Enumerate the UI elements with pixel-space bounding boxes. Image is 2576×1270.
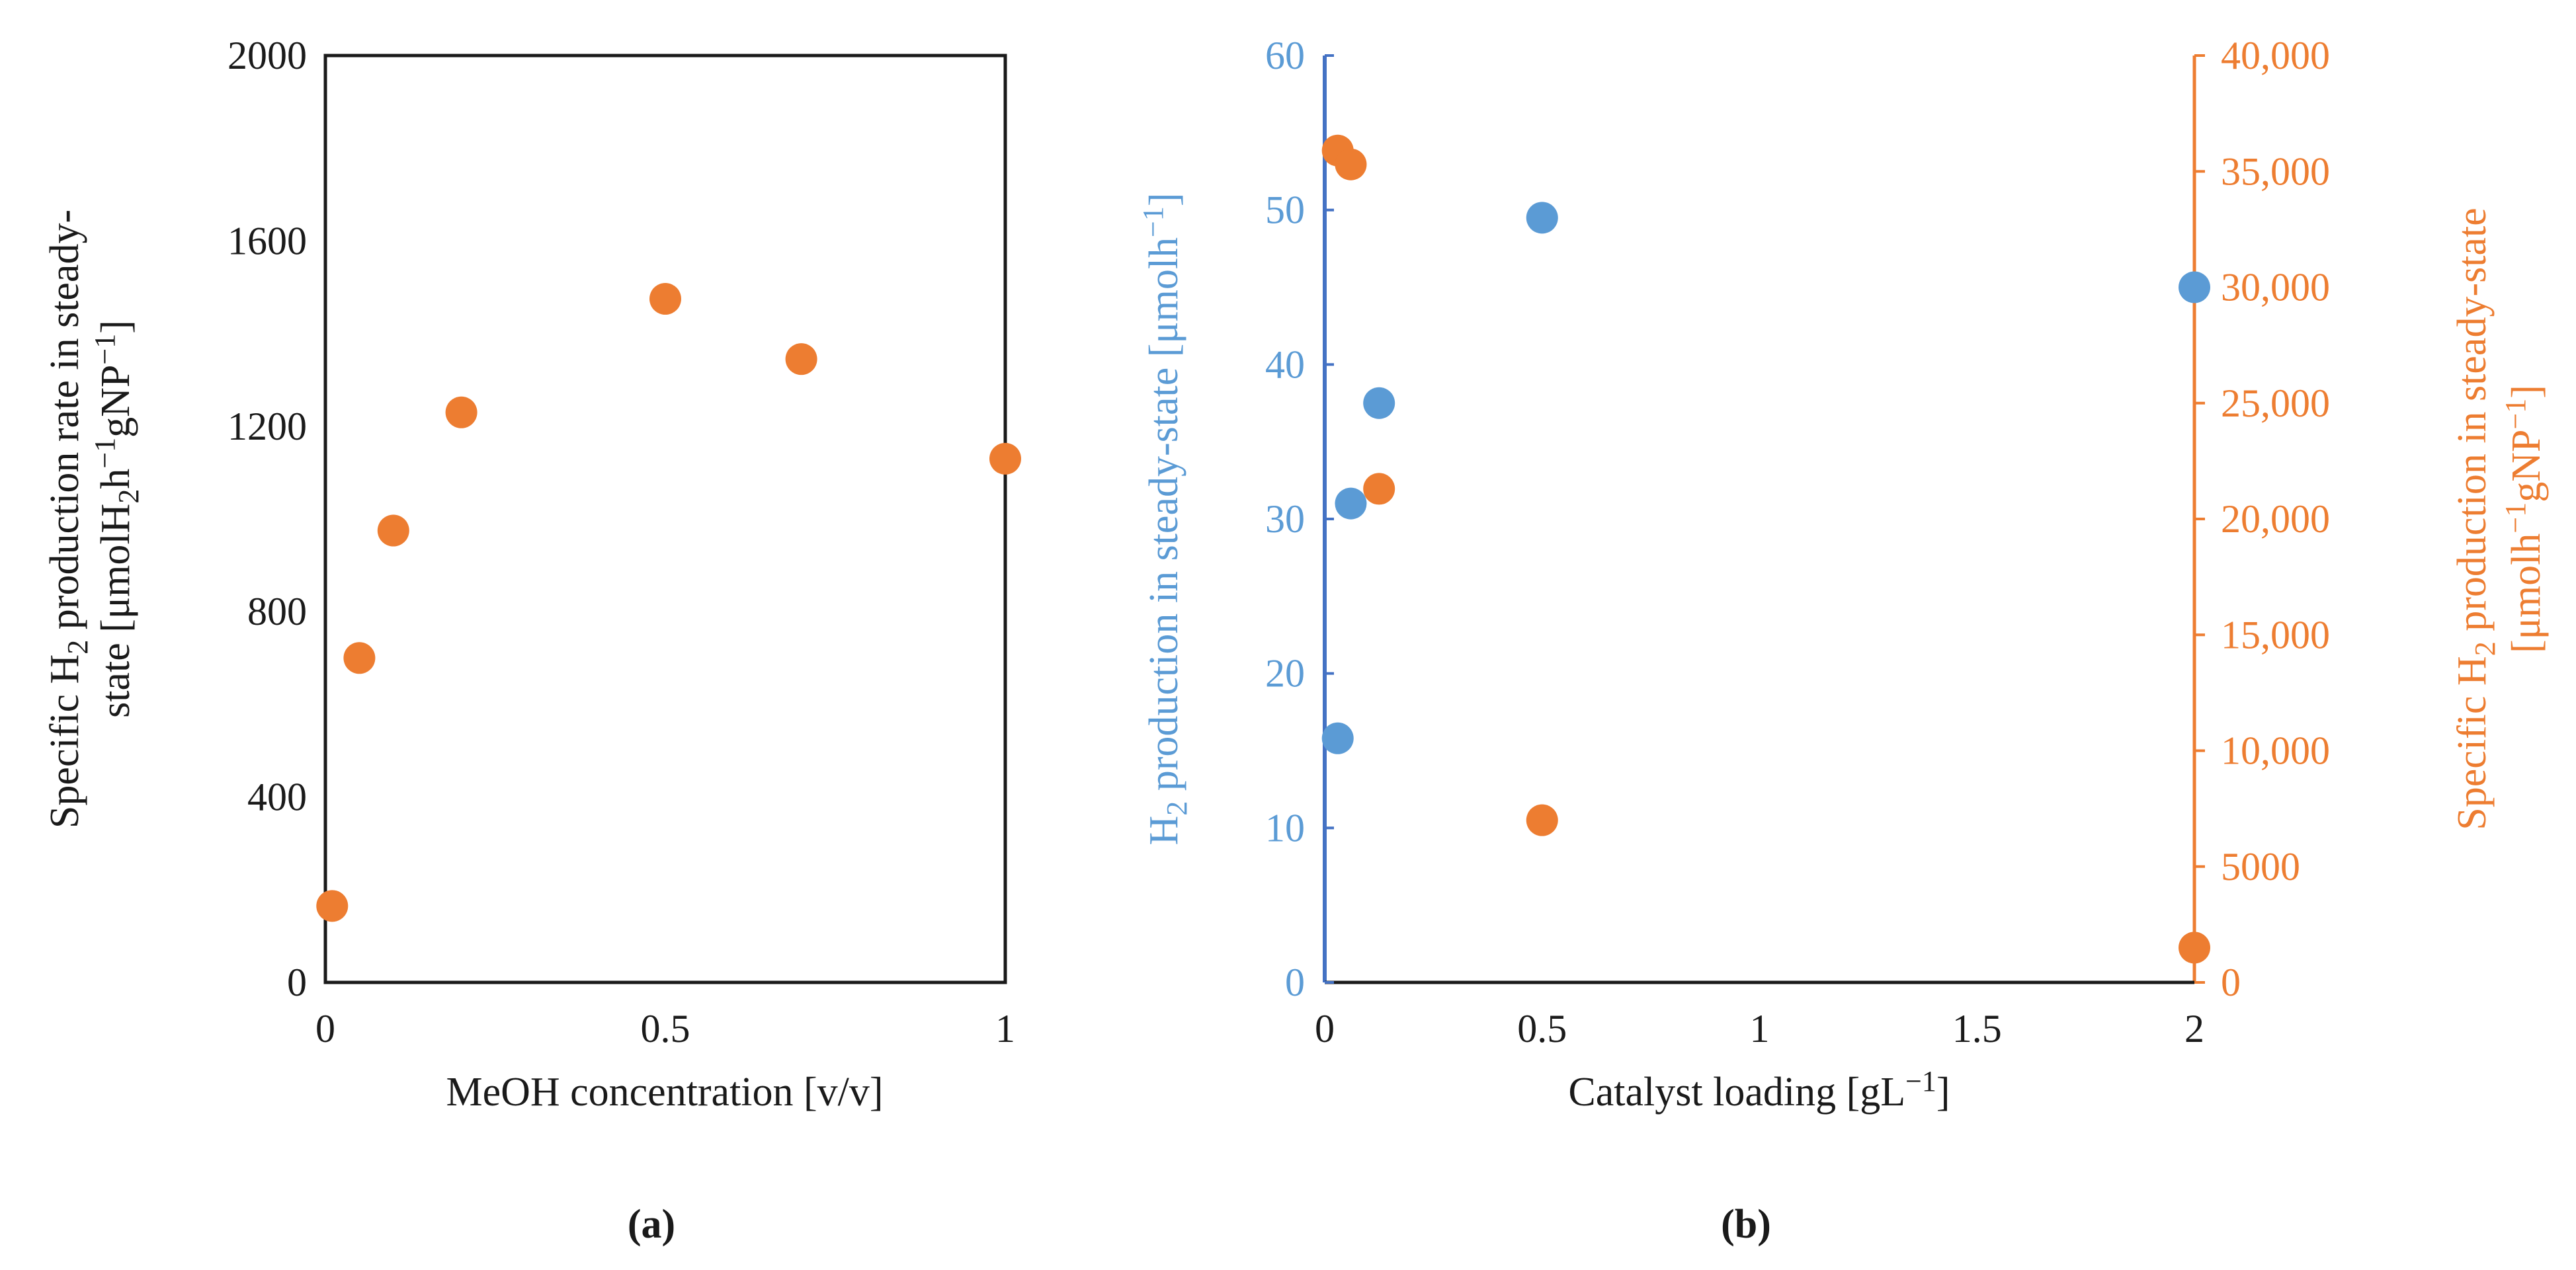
panel-b-right-y-tick-label: 35,000 (2221, 149, 2330, 193)
panel-b-left-y-tick-label: 20 (1265, 652, 1305, 695)
panel-b-orange-data-point (1335, 148, 1367, 180)
panel-a-x-tick-label: 0.5 (641, 1007, 690, 1051)
panel-a-y-tick-label: 1600 (228, 219, 307, 262)
panel-a-x-tick-label: 0 (315, 1007, 335, 1051)
panel-b-right-y-axis-title-line1: Specific H2 production in steady-state (2450, 208, 2501, 830)
panel-a-data-point (377, 514, 409, 547)
panel-b-x-tick-label: 1 (1750, 1007, 1770, 1051)
panel-b-orange-data-point (1363, 473, 1395, 505)
panel-b-right-y-tick-label: 15,000 (2221, 613, 2330, 656)
panel-a-x-tick-labels: 0 0.5 1 (315, 1007, 1015, 1051)
panel-b-right-y-tick-label: 10,000 (2221, 729, 2330, 773)
panel-b-left-y-tick-label: 60 (1265, 34, 1305, 77)
panel-b-x-tick-labels: 0 0.5 1 1.5 2 (1315, 1007, 2204, 1051)
panel-b-right-y-tick-label: 40,000 (2221, 34, 2330, 77)
panel-b-blue-data-point (2179, 271, 2210, 303)
panel-a-y-tick-label: 2000 (228, 34, 307, 77)
panel-b-x-tick-label: 2 (2184, 1007, 2204, 1051)
panel-b-left-y-tick-label: 10 (1265, 806, 1305, 850)
panel-b-left-y-tick-label: 0 (1285, 961, 1305, 1004)
panel-b-right-y-tick-label: 20,000 (2221, 497, 2330, 541)
panel-b-right-y-tick-label: 25,000 (2221, 381, 2330, 425)
panel-b-blue-data-point (1526, 202, 1558, 234)
panel-b-left-y-axis-title: H2 production in steady-state [μmolh−1] (1137, 192, 1193, 845)
panel-a-data-point (445, 396, 478, 428)
panel-a-y-tick-label: 1200 (228, 405, 307, 448)
panel-a-y-tick-label: 400 (247, 775, 307, 819)
panel-a-plot-frame (323, 54, 1007, 984)
panel-a-label: (a) (628, 1202, 675, 1247)
panel-a-y-tick-label: 0 (287, 961, 307, 1004)
panel-b-x-axis-title: Catalyst loading [gL−1] (1568, 1065, 1950, 1115)
panel-b-label: (b) (1721, 1202, 1771, 1247)
panel-b-right-y-tick-label: 0 (2221, 961, 2241, 1004)
panel-a-y-axis-title-line2: state [μmolH2h−1gNP−1] (89, 320, 145, 718)
panel-b-blue-data-point (1321, 722, 1354, 754)
panel-a-x-axis-title: MeOH concentration [v/v] (446, 1070, 883, 1115)
panel-a-data-points (316, 283, 1021, 922)
panel-a-y-tick-label: 800 (247, 590, 307, 633)
panel-a-y-tick-labels: 0 400 800 1200 1600 2000 (228, 34, 307, 1004)
panel-a-data-point (343, 642, 376, 674)
panel-a-data-point (649, 283, 681, 315)
panel-b-orange-data-point (1526, 804, 1558, 836)
panel-b-left-y-tick-label: 40 (1265, 342, 1305, 386)
panel-b-left-y-tick-label: 30 (1265, 497, 1305, 541)
panel-a-data-point (785, 343, 817, 376)
panel-b-left-y-tick-label: 50 (1265, 188, 1305, 232)
panel-b-x-tick-label: 0 (1315, 1007, 1335, 1051)
panel-b-left-y-tick-labels: 0 10 20 30 40 50 60 (1265, 34, 1334, 1004)
panel-b-x-tick-label: 0.5 (1517, 1007, 1567, 1051)
panel-b-data-points (1321, 134, 2210, 964)
panel-a-y-axis-title-line1: Specific H2 production rate in steady- (42, 210, 94, 828)
panel-a-data-point (989, 442, 1021, 475)
panel-b-x-tick-label: 1.5 (1952, 1007, 2002, 1051)
panel-b-right-y-tick-label: 30,000 (2221, 266, 2330, 309)
panel-b-orange-data-point (2179, 932, 2210, 964)
panel-a-x-tick-label: 1 (995, 1007, 1015, 1051)
panel-a-data-point (316, 890, 349, 922)
panel-b-right-y-tick-label: 5000 (2221, 845, 2300, 889)
panel-b-right-y-tick-labels: 0 5000 10,000 15,000 20,000 25,000 30,000 35,00… (2194, 34, 2330, 1004)
panel-b-right-y-axis-title-line2: [μmolh−1gNP−1] (2499, 385, 2549, 653)
panel-b-blue-data-point (1363, 387, 1395, 419)
panel-b-blue-data-point (1335, 487, 1367, 520)
